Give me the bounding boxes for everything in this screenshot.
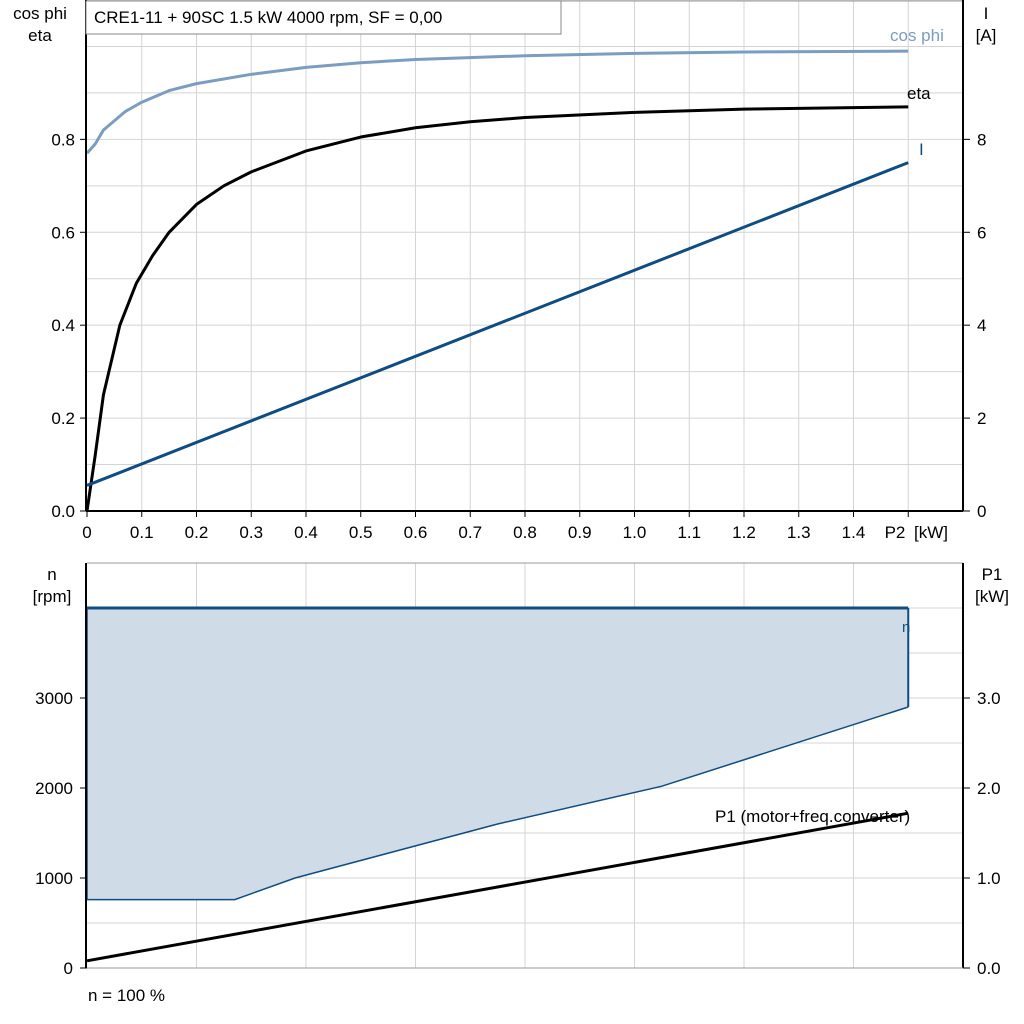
footnote: n = 100 %	[88, 986, 165, 1005]
y-tick-label-left: 0.8	[51, 130, 75, 149]
title-box	[85, 0, 562, 35]
x-tick-label: 0.2	[185, 523, 209, 542]
x-tick-label: 0.9	[568, 523, 592, 542]
series-label-n: n	[902, 619, 910, 636]
axes: 0 0.1 0.2 0.3 0.4 0.5 0.6 0.7 0.8 0.9 1.0 1.1 1.2 1.3…	[35, 0, 1001, 978]
y-tick-label-right: 6	[977, 223, 986, 242]
x-tick-label: 1.4	[842, 523, 866, 542]
series-label-eta: eta	[907, 84, 931, 103]
y-tick-label-right: 0.0	[977, 959, 1001, 978]
top-ylabel-right-2: [A]	[976, 26, 997, 45]
y-tick-label-left: 0.6	[51, 223, 75, 242]
series-label-i: I	[919, 140, 924, 159]
speed-min-line	[87, 706, 909, 901]
x-tick-label: 1.1	[677, 523, 701, 542]
speed-range-fill	[87, 608, 909, 900]
x-tick-label: 0.4	[294, 523, 318, 542]
x-tick-label: 0	[82, 523, 91, 542]
bot-ylabel-left-2: [rpm]	[33, 587, 72, 606]
y-tick-label-left: 0.2	[51, 409, 75, 428]
bot-ylabel-right-2: [kW]	[975, 587, 1009, 606]
speed-area	[87, 608, 909, 900]
y-tick-label-left: 0.4	[51, 316, 75, 335]
series-label-cos-phi: cos phi	[890, 26, 944, 45]
y-tick-label-left: 1000	[35, 869, 73, 888]
x-tick-label: 0.7	[458, 523, 482, 542]
xlabel-unit: [kW]	[914, 523, 948, 542]
labels: CRE1-11 + 90SC 1.5 kW 4000 rpm, SF = 0,0…	[13, 0, 1009, 1005]
series-line-i	[86, 161, 909, 487]
top-grid	[87, 0, 963, 511]
x-tick-label: 1.2	[732, 523, 756, 542]
bot-ylabel-left-1: n	[47, 565, 56, 584]
y-tick-label-right: 2.0	[977, 779, 1001, 798]
y-tick-label-right: 2	[977, 409, 986, 428]
top-ylabel-left-1: cos phi	[13, 4, 67, 23]
series-line-p1	[86, 811, 909, 963]
x-tick-label: 1.0	[623, 523, 647, 542]
y-tick-label-right: 4	[977, 316, 986, 335]
y-tick-label-right: 0	[977, 502, 986, 521]
y-tick-label-left: 0	[64, 959, 73, 978]
xlabel-name: P2	[885, 523, 906, 542]
series-line-eta	[85, 105, 909, 512]
y-tick-label-right: 8	[977, 130, 986, 149]
series-line-cos-phi	[85, 49, 909, 155]
bot-ylabel-right-1: P1	[982, 565, 1003, 584]
y-tick-label-right: 3.0	[977, 689, 1001, 708]
x-tick-label: 0.3	[239, 523, 263, 542]
top-ylabel-left-2: eta	[28, 26, 52, 45]
y-tick-label-right: 1.0	[977, 869, 1001, 888]
chart-title: CRE1-11 + 90SC 1.5 kW 4000 rpm, SF = 0,0…	[94, 8, 442, 27]
top-series	[85, 49, 909, 512]
series-label-p1: P1 (motor+freq.converter)	[715, 807, 910, 826]
bottom-series	[86, 606, 910, 963]
x-tick-label: 0.8	[513, 523, 537, 542]
y-tick-label-left: 0.0	[51, 502, 75, 521]
x-tick-label: 1.3	[787, 523, 811, 542]
x-tick-label: 0.6	[404, 523, 428, 542]
x-tick-label: 0.5	[349, 523, 373, 542]
top-ylabel-right-1: I	[984, 4, 989, 23]
y-tick-label-left: 3000	[35, 689, 73, 708]
x-tick-label: 0.1	[130, 523, 154, 542]
y-tick-label-left: 2000	[35, 779, 73, 798]
